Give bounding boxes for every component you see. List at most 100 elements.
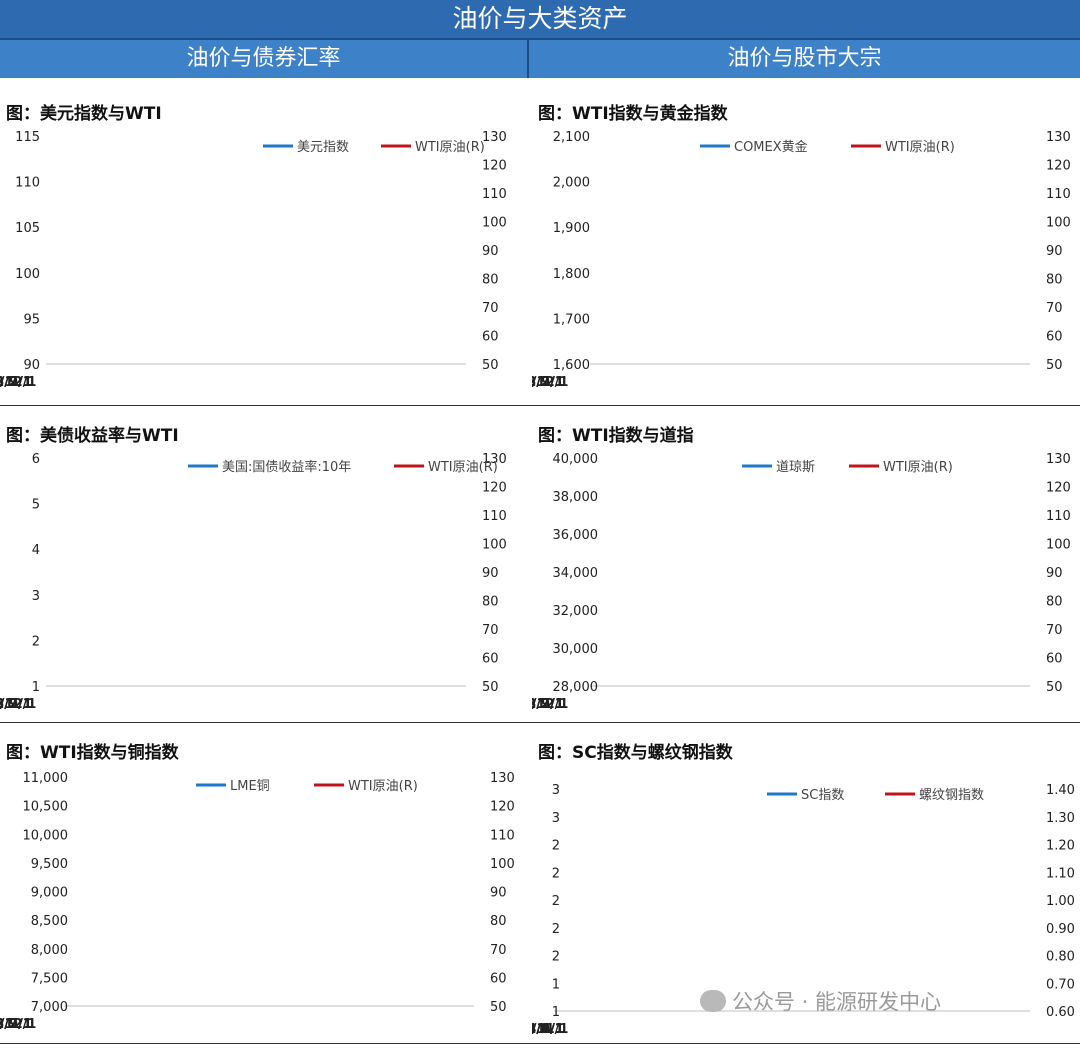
- y-left-tick-label: 11,000: [23, 771, 69, 786]
- x-tick-label: 2023/12/1: [0, 697, 36, 712]
- chart-svg: 90 95 100 105 110 115 50 60 70 80 90 100 110 120 130 20…: [0, 130, 507, 390]
- chart-wti-dow: 28,000 30,000 32,000 34,000 36,000 38,000 40,0…: [532, 444, 1080, 720]
- y-left-tick-label: 30,000: [553, 642, 599, 657]
- x-tick-label: 2023/7/1: [0, 375, 32, 390]
- y-left-tick-label: 6: [32, 452, 40, 467]
- y-right-tick-label: 1.10: [1046, 866, 1075, 881]
- x-tick-label: 2023/12/1: [532, 697, 568, 712]
- legend-label: WTI原油(R): [883, 460, 953, 475]
- y-right-tick-label: 50: [1046, 680, 1063, 695]
- x-tick-label: 2023/2/1: [0, 375, 32, 390]
- y-right-tick-label: 100: [1046, 216, 1071, 231]
- y-left-tick-label: 1,600: [553, 358, 590, 373]
- y-left-tick-label: 9,500: [31, 857, 68, 872]
- legend-label: LME铜: [230, 779, 270, 794]
- y-right-tick-label: 90: [1046, 244, 1063, 259]
- y-right-tick-label: 70: [482, 301, 499, 316]
- y-right-tick-label: 50: [482, 358, 499, 373]
- y-left-tick-label: 34,000: [553, 566, 599, 581]
- y-left-tick-label: 28,000: [553, 680, 599, 695]
- y-left-tick-label: 3: [32, 589, 40, 604]
- y-left-tick-label: 1,900: [553, 221, 590, 236]
- y-right-tick-label: 100: [482, 538, 507, 553]
- y-left-tick-label: 38,000: [553, 490, 599, 505]
- x-tick-label: 2023/9/1: [532, 1022, 564, 1037]
- x-tick-label: 2023/12/1: [0, 1017, 36, 1032]
- chart-title-gold: 图：WTI指数与黄金指数: [538, 104, 728, 124]
- y-right-tick-label: 80: [1046, 273, 1063, 288]
- y-right-tick-label: 0.90: [1046, 922, 1075, 937]
- legend-label: 道琼斯: [776, 460, 815, 475]
- x-tick-label: 2022/11/1: [532, 1022, 568, 1037]
- chart-yield-wti: 1 2 3 4 5 6 50 60 70 80 90 100 110 120 130 2022/9/12023…: [0, 444, 528, 720]
- y-right-tick-label: 0.80: [1046, 950, 1075, 965]
- y-right-tick-label: 50: [1046, 358, 1063, 373]
- y-right-tick-label: 0.70: [1046, 977, 1075, 992]
- x-tick-label: 2024/2/1: [532, 1022, 564, 1037]
- y-left-tick-label: 115: [15, 130, 40, 145]
- y-left-tick-label: 110: [15, 176, 40, 191]
- y-left-tick-label: 2,000: [553, 176, 590, 191]
- legend-label: COMEX黄金: [734, 139, 808, 155]
- x-tick-label: 2023/2/1: [532, 697, 564, 712]
- y-left-tick-label: 9,000: [31, 886, 68, 901]
- y-right-tick-label: 60: [1046, 330, 1063, 345]
- y-right-tick-label: 130: [1046, 130, 1071, 145]
- y-right-tick-label: 130: [482, 452, 507, 467]
- row-divider: [0, 405, 1080, 406]
- y-left-tick-label: 40,000: [553, 452, 599, 467]
- y-right-tick-label: 1.00: [1046, 894, 1075, 909]
- y-left-tick-label: 2: [552, 950, 560, 965]
- y-right-tick-label: 90: [482, 244, 499, 259]
- y-right-tick-label: 50: [482, 680, 499, 695]
- y-right-tick-label: 80: [482, 273, 499, 288]
- x-tick-label: 2023/2/1: [0, 697, 32, 712]
- row-divider: [0, 1043, 1080, 1044]
- y-right-tick-label: 60: [490, 971, 507, 986]
- y-right-tick-label: 1.30: [1046, 811, 1075, 826]
- y-left-tick-label: 100: [15, 267, 40, 282]
- y-left-tick-label: 2: [552, 866, 560, 881]
- y-left-tick-label: 2: [552, 894, 560, 909]
- x-tick-label: 2022/9/1: [532, 375, 564, 390]
- x-tick-label: 2023/7/1: [532, 697, 564, 712]
- y-right-tick-label: 110: [490, 828, 515, 843]
- y-right-tick-label: 120: [482, 159, 507, 174]
- x-tick-label: 2022/9/1: [532, 697, 564, 712]
- y-left-tick-label: 2: [552, 839, 560, 854]
- y-right-tick-label: 110: [482, 187, 507, 202]
- y-right-tick-label: 130: [490, 771, 515, 786]
- y-right-tick-label: 80: [1046, 595, 1063, 610]
- y-right-tick-label: 110: [482, 509, 507, 524]
- x-tick-label: 2023/7/1: [0, 1017, 32, 1032]
- y-left-tick-label: 10,500: [23, 800, 69, 815]
- y-right-tick-label: 70: [1046, 301, 1063, 316]
- y-left-tick-label: 5: [32, 498, 40, 513]
- x-tick-label: 2023/2/1: [532, 375, 564, 390]
- y-right-tick-label: 60: [482, 330, 499, 345]
- x-tick-label: 2023/7/1: [532, 375, 564, 390]
- row-divider: [0, 722, 1080, 723]
- section-header-right: 油价与股市大宗: [529, 40, 1080, 78]
- y-right-tick-label: 70: [1046, 623, 1063, 638]
- x-tick-label: 2023/12/1: [532, 375, 568, 390]
- chart-svg: 7,000 7,500 8,000 8,500 9,000 9,500 10,000 10,5…: [0, 771, 515, 1032]
- chart-svg: 28,000 30,000 32,000 34,000 36,000 38,000 40,0…: [532, 452, 1071, 712]
- x-tick-label: 2022/1/1: [532, 1022, 564, 1037]
- y-right-tick-label: 80: [482, 595, 499, 610]
- y-right-tick-label: 70: [482, 623, 499, 638]
- legend-label: WTI原油(R): [428, 460, 498, 475]
- chart-wti-gold: 1,600 1,700 1,800 1,900 2,000 2,100 50 60 70 80 90…: [532, 122, 1080, 400]
- y-right-tick-label: 100: [1046, 538, 1071, 553]
- y-left-tick-label: 1,800: [553, 267, 590, 282]
- chart-sc-rebar: 1 1 2 2 2 2 2 3 3 0.60 0.70 0.80 0.90 1.00 1.10 1.20 1.3…: [532, 761, 1080, 1041]
- chart-wti-copper: 7,000 7,500 8,000 8,500 9,000 9,500 10,000 10,5…: [0, 761, 528, 1041]
- chart-svg: 1,600 1,700 1,800 1,900 2,000 2,100 50 60 70 80 90…: [532, 130, 1071, 390]
- y-right-tick-label: 90: [490, 886, 507, 901]
- y-left-tick-label: 2: [32, 634, 40, 649]
- x-tick-label: 2022/9/1: [0, 697, 32, 712]
- y-left-tick-label: 32,000: [553, 604, 599, 619]
- wechat-icon: [700, 990, 726, 1012]
- y-left-tick-label: 1: [32, 680, 40, 695]
- chart-usd-wti: 90 95 100 105 110 115 50 60 70 80 90 100 110 120 130 20…: [0, 122, 528, 400]
